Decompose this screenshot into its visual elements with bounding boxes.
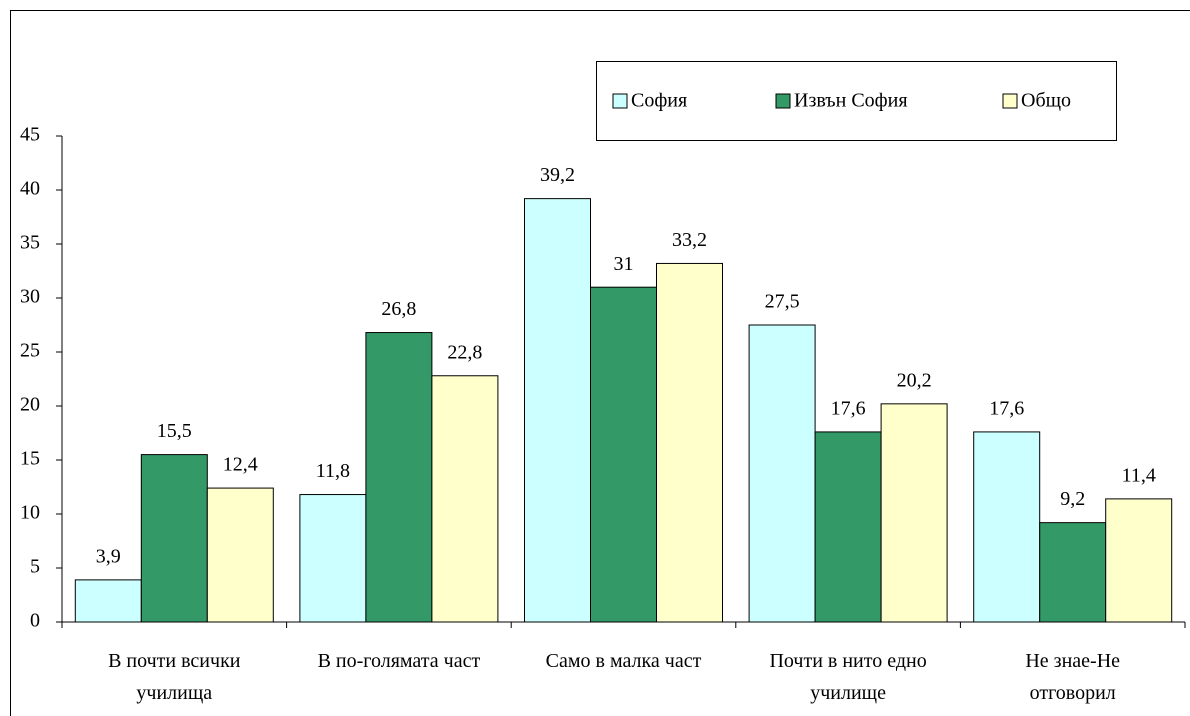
data-label: 22,8 — [447, 341, 482, 363]
y-tick-label: 45 — [20, 124, 40, 146]
y-tick-label: 25 — [20, 340, 40, 362]
bar — [74, 579, 142, 623]
data-label: 20,2 — [897, 369, 932, 391]
x-tick-label: Почти в нито едно училище — [769, 650, 926, 704]
bar — [814, 431, 882, 623]
bar — [431, 375, 499, 623]
y-tick-label: 20 — [20, 394, 40, 416]
x-tick-label-line: Не знае-Не — [1025, 650, 1120, 672]
x-tick-label-line: Само в малка част — [546, 650, 702, 672]
x-tick-label-line: училища — [136, 682, 212, 704]
bar — [973, 431, 1041, 623]
data-label: 31 — [614, 253, 634, 275]
bar — [656, 262, 723, 623]
data-label: 17,6 — [989, 398, 1024, 420]
data-label: 27,5 — [765, 291, 800, 313]
y-tick-label: 40 — [20, 178, 40, 200]
bar — [299, 494, 367, 623]
y-tick-label: 0 — [30, 610, 40, 632]
legend-label: София — [631, 90, 687, 112]
data-label: 12,4 — [223, 454, 258, 476]
data-label: 11,8 — [316, 460, 350, 482]
x-tick-label-line: отговорил — [1030, 682, 1116, 704]
y-tick-label: 10 — [20, 502, 40, 524]
data-label: 15,5 — [157, 420, 192, 442]
bar — [880, 403, 948, 623]
x-tick-label: Не знае-Не отговорил — [1025, 650, 1120, 704]
x-tick-label-line: Почти в нито едно — [769, 650, 926, 672]
data-label: 17,6 — [831, 398, 866, 420]
data-label: 33,2 — [672, 229, 707, 251]
legend: София Извън София Общо — [596, 61, 1117, 141]
data-label: 9,2 — [1060, 488, 1085, 510]
x-tick-label: В по-голямата част — [318, 650, 481, 672]
data-label: 11,4 — [1122, 464, 1156, 486]
bar — [1039, 522, 1107, 623]
bar — [524, 198, 591, 623]
legend-swatch — [612, 93, 628, 109]
x-tick-label-line: В почти всички — [108, 650, 241, 672]
data-label: 3,9 — [96, 545, 121, 567]
bar — [206, 487, 274, 623]
x-tick-label-line: В по-голямата част — [318, 650, 481, 672]
data-label: 39,2 — [540, 164, 575, 186]
legend-label: Общо — [1021, 90, 1071, 112]
chart-frame — [10, 10, 1190, 716]
bar — [365, 332, 433, 623]
bar — [140, 454, 208, 623]
y-tick-label: 5 — [30, 556, 40, 578]
x-tick-label-line: училище — [810, 682, 886, 704]
legend-label: Извън София — [794, 90, 908, 112]
legend-swatch — [775, 93, 791, 109]
bar — [748, 324, 816, 623]
legend-box — [596, 61, 1117, 141]
bar — [590, 286, 657, 623]
bar — [1105, 498, 1173, 623]
x-tick-label: Само в малка част — [546, 650, 702, 672]
x-tick-label: В почти всички училища — [108, 650, 241, 704]
y-tick-label: 15 — [20, 448, 40, 470]
y-tick-label: 35 — [20, 232, 40, 254]
data-label: 26,8 — [381, 298, 416, 320]
y-tick-label: 30 — [20, 286, 40, 308]
legend-swatch — [1002, 93, 1018, 109]
